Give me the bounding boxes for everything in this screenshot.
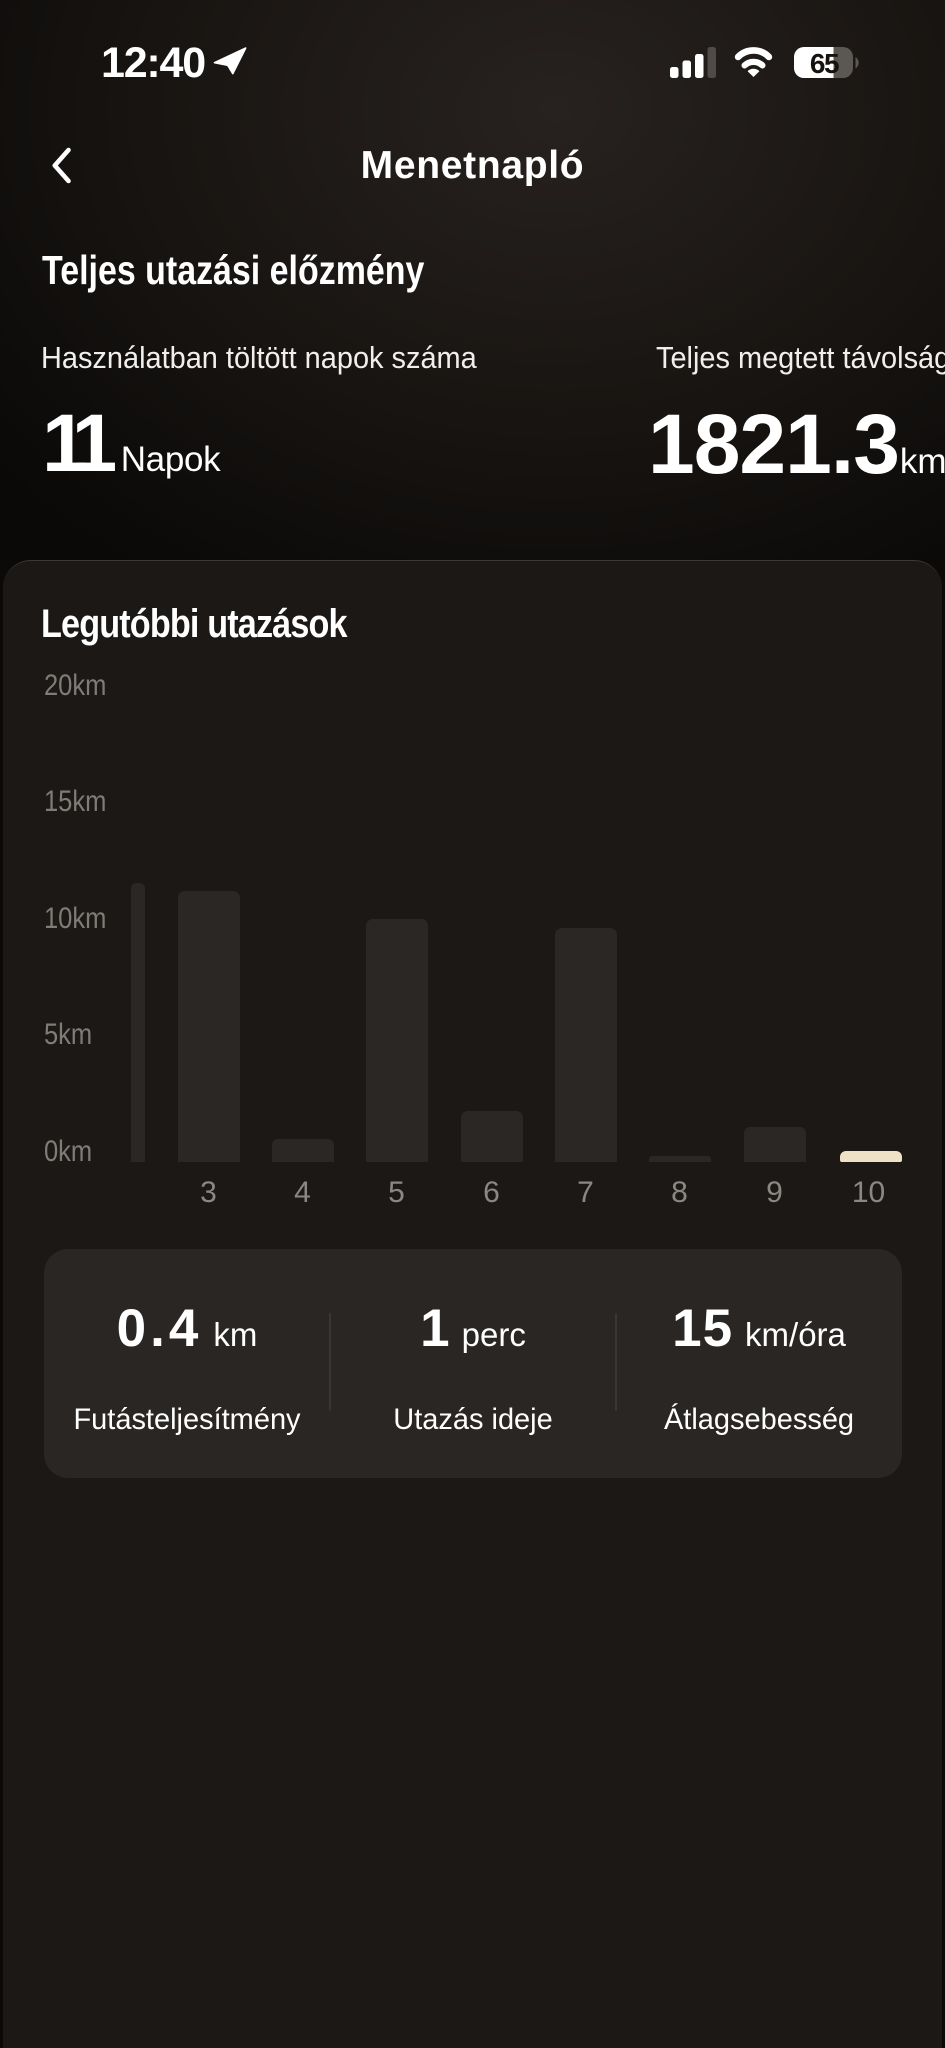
svg-text:65: 65 (810, 48, 839, 78)
